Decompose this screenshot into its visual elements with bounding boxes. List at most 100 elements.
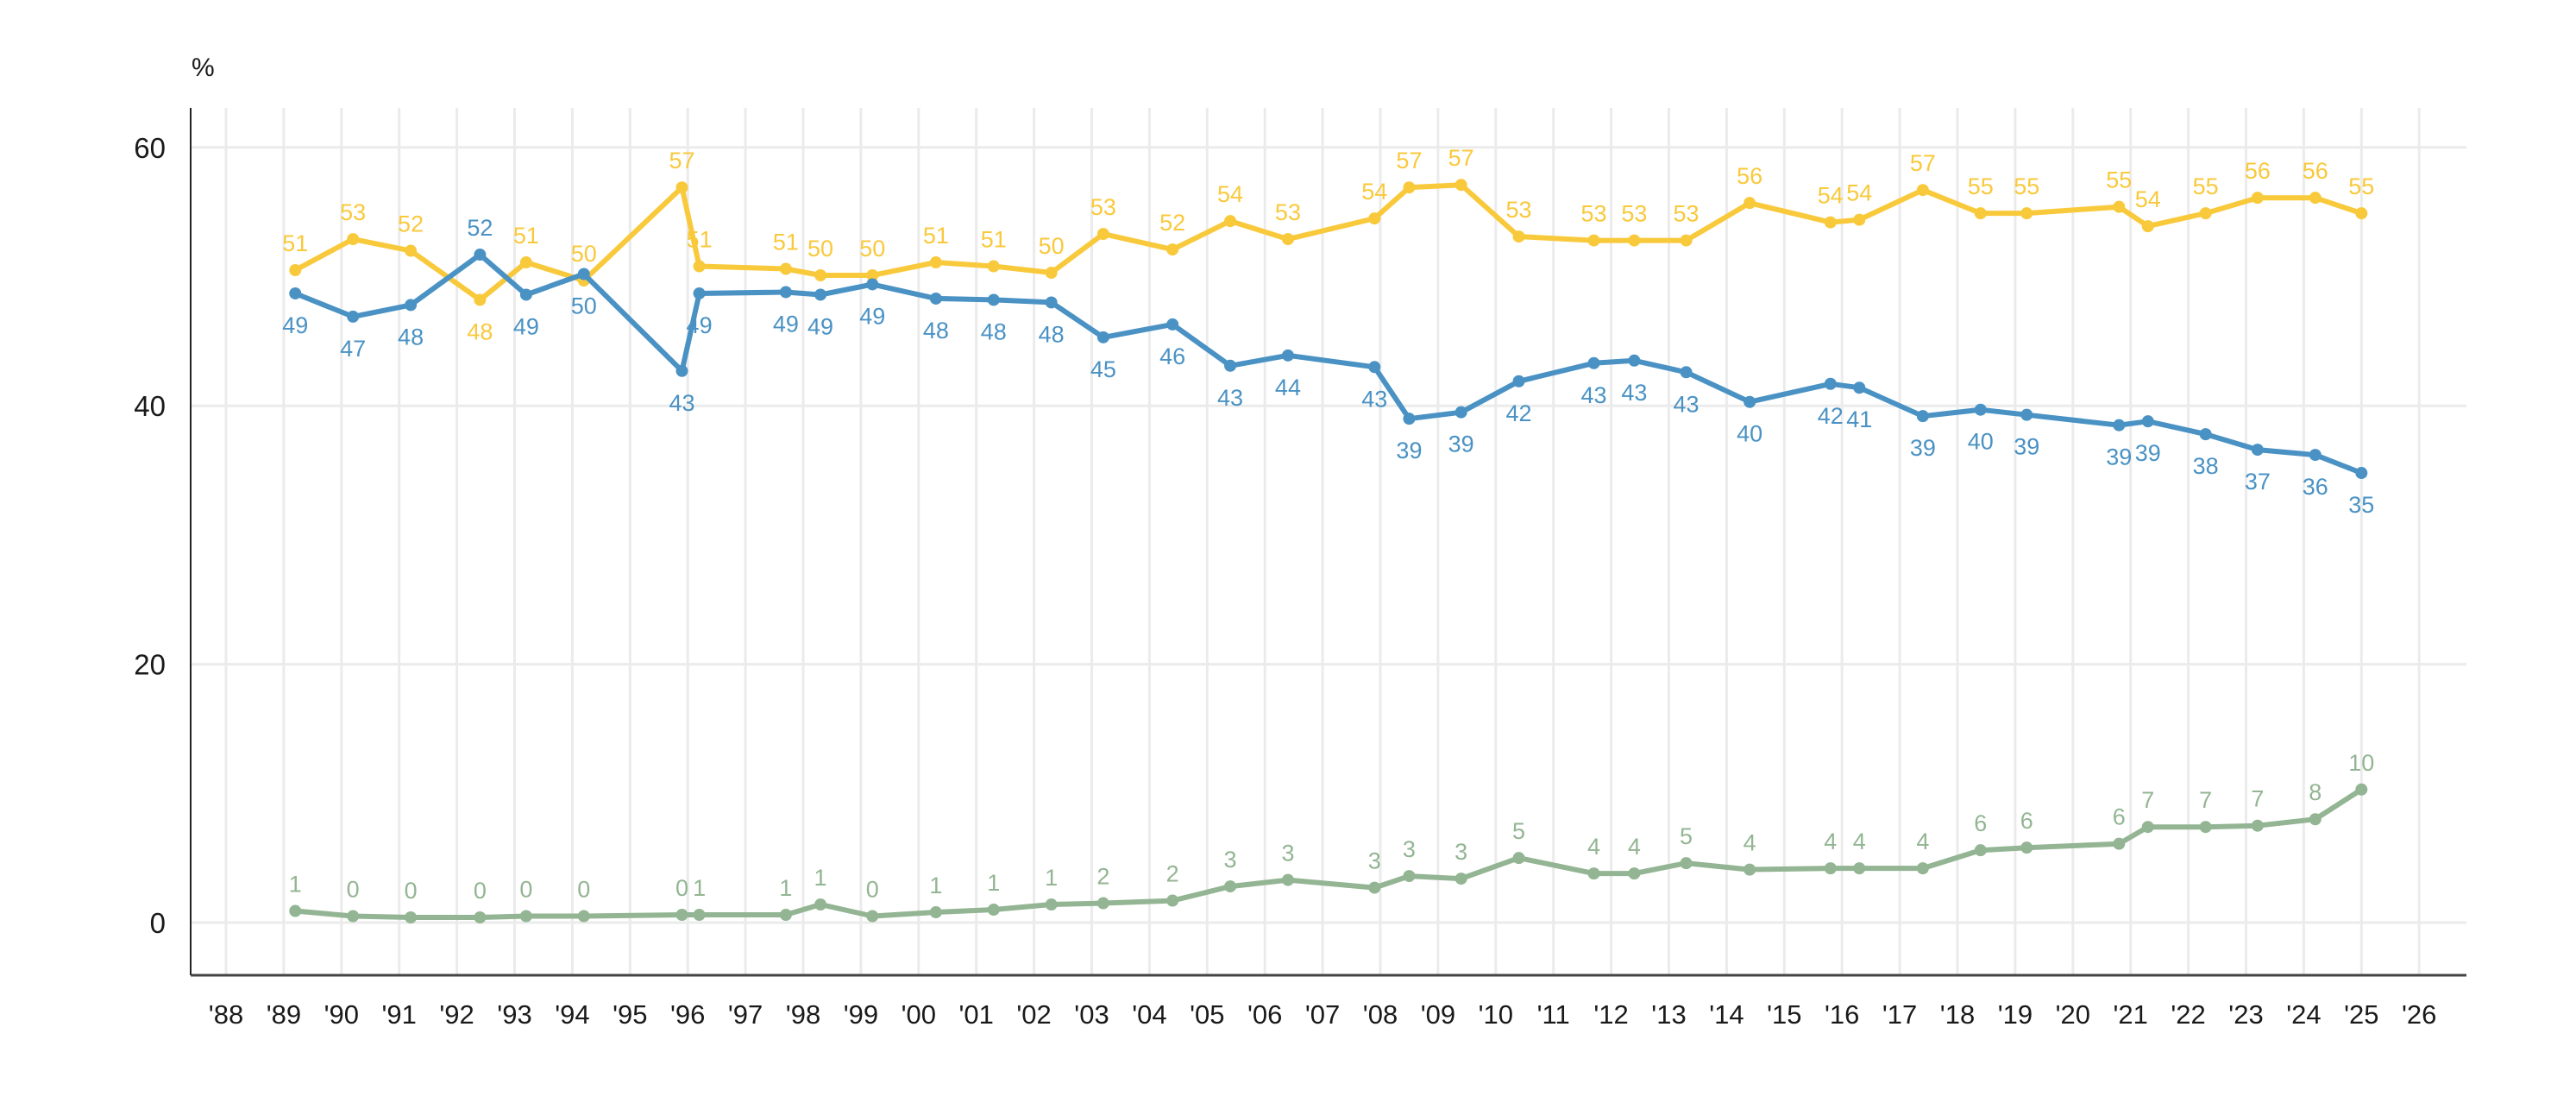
data-label-yellow: 54	[1818, 183, 1844, 209]
data-point-blue	[2309, 449, 2322, 462]
series-line-green	[292, 786, 2365, 920]
data-label-yellow: 54	[2135, 186, 2161, 212]
data-point-yellow	[474, 293, 487, 306]
data-point-green	[1045, 898, 1058, 911]
data-point-green	[1403, 870, 1416, 883]
x-tick-label: '96	[670, 999, 705, 1030]
data-label-green: 1	[987, 870, 1000, 896]
x-tick-label: '02	[1016, 999, 1051, 1030]
data-point-green	[2355, 783, 2368, 796]
data-label-yellow: 53	[1506, 197, 1532, 223]
data-point-yellow	[2113, 200, 2126, 213]
data-point-green	[2113, 837, 2126, 850]
x-tick-label: '91	[381, 999, 416, 1030]
x-tick-label: '88	[209, 999, 243, 1030]
data-label-yellow: 56	[2245, 158, 2271, 184]
data-point-green	[1853, 862, 1866, 875]
x-tick-label: '16	[1825, 999, 1859, 1030]
data-point-green	[1916, 862, 1929, 875]
series-yellow: 51 53 52 48 51 50 57 51 51 50 50 51 51 50 53 52 54 53 54 57…	[282, 145, 2374, 344]
data-label-blue: 49	[859, 303, 885, 329]
data-point-yellow	[1744, 197, 1756, 210]
data-label-yellow: 56	[2303, 158, 2328, 184]
data-point-yellow	[1587, 234, 1600, 247]
x-tick-label: '12	[1593, 999, 1628, 1030]
data-label-yellow: 48	[467, 318, 493, 344]
data-label-green: 0	[474, 878, 487, 904]
data-label-blue: 52	[467, 215, 493, 241]
x-tick-label: '11	[1537, 999, 1570, 1030]
data-label-green: 7	[2251, 786, 2264, 812]
data-label-green: 7	[2141, 787, 2154, 813]
data-label-blue: 49	[513, 313, 539, 339]
data-label-yellow: 54	[1361, 179, 1387, 205]
data-point-yellow	[519, 256, 532, 269]
data-label-green: 1	[1045, 865, 1058, 891]
data-label-yellow: 51	[687, 227, 713, 253]
data-point-green	[675, 909, 688, 922]
data-label-blue: 48	[923, 318, 949, 343]
data-label-blue: 39	[1396, 438, 1422, 463]
data-label-green: 0	[675, 875, 688, 901]
x-tick-label: '94	[555, 999, 589, 1030]
data-point-green	[1512, 852, 1525, 865]
data-label-yellow: 51	[923, 223, 949, 249]
data-label-blue: 43	[1581, 382, 1607, 408]
data-label-yellow: 52	[1159, 210, 1185, 236]
data-point-green	[1368, 881, 1381, 894]
series-line-blue	[292, 252, 2365, 476]
data-point-yellow	[2141, 220, 2154, 233]
data-label-blue: 39	[2135, 440, 2161, 466]
data-label-green: 0	[347, 877, 360, 903]
data-point-green	[2251, 819, 2264, 832]
y-axis-unit-label: %	[192, 54, 215, 82]
data-label-yellow: 51	[773, 230, 799, 255]
data-point-green	[347, 910, 360, 923]
data-point-green	[577, 910, 590, 923]
data-label-green: 0	[405, 878, 418, 904]
data-point-green	[1744, 863, 1756, 876]
data-label-yellow: 54	[1846, 180, 1872, 206]
data-point-green	[1224, 880, 1237, 893]
data-label-yellow: 57	[1396, 148, 1422, 173]
x-tick-label: '00	[902, 999, 936, 1030]
data-label-blue: 35	[2348, 492, 2374, 518]
data-point-blue	[675, 364, 688, 377]
x-tick-label: '23	[2228, 999, 2263, 1030]
x-tick-labels: '88 '89 '90 '91 '92 '93 '94 '95 '96 '97 '98 '99 '00 '…	[209, 999, 2437, 1030]
data-label-yellow: 51	[282, 230, 308, 256]
data-label-blue: 41	[1846, 406, 1872, 432]
data-point-yellow	[1166, 243, 1179, 256]
data-label-blue: 42	[1506, 400, 1532, 426]
data-label-blue: 47	[340, 336, 366, 362]
data-label-yellow: 56	[1737, 163, 1762, 189]
y-tick-label: 40	[134, 390, 166, 422]
data-point-blue	[1403, 413, 1416, 425]
data-label-green: 7	[2199, 787, 2212, 813]
data-label-green: 4	[1587, 834, 1600, 860]
data-label-blue: 43	[1621, 380, 1647, 406]
gridlines	[191, 108, 2466, 975]
data-point-blue	[1853, 381, 1866, 394]
x-tick-label: '25	[2344, 999, 2378, 1030]
data-point-yellow	[2355, 207, 2368, 220]
data-point-blue	[347, 310, 360, 323]
data-label-blue: 48	[1039, 321, 1065, 347]
data-label-green: 4	[1628, 834, 1641, 860]
data-label-green: 6	[2113, 804, 2126, 830]
data-label-green: 3	[1403, 836, 1416, 862]
data-point-blue	[814, 288, 827, 301]
data-label-blue: 39	[1910, 435, 1936, 461]
data-label-green: 10	[2348, 750, 2374, 776]
data-point-yellow	[675, 181, 688, 194]
x-tick-label: '26	[2402, 999, 2436, 1030]
series-line-yellow	[292, 182, 2365, 303]
data-point-blue	[1587, 356, 1600, 369]
data-point-green	[693, 909, 706, 922]
data-label-green: 6	[1974, 810, 1987, 836]
data-label-blue: 46	[1159, 343, 1185, 369]
data-label-blue: 44	[1275, 375, 1301, 400]
x-tick-label: '05	[1190, 999, 1224, 1030]
data-label-yellow: 53	[1090, 194, 1116, 220]
data-label-blue: 48	[398, 324, 424, 350]
